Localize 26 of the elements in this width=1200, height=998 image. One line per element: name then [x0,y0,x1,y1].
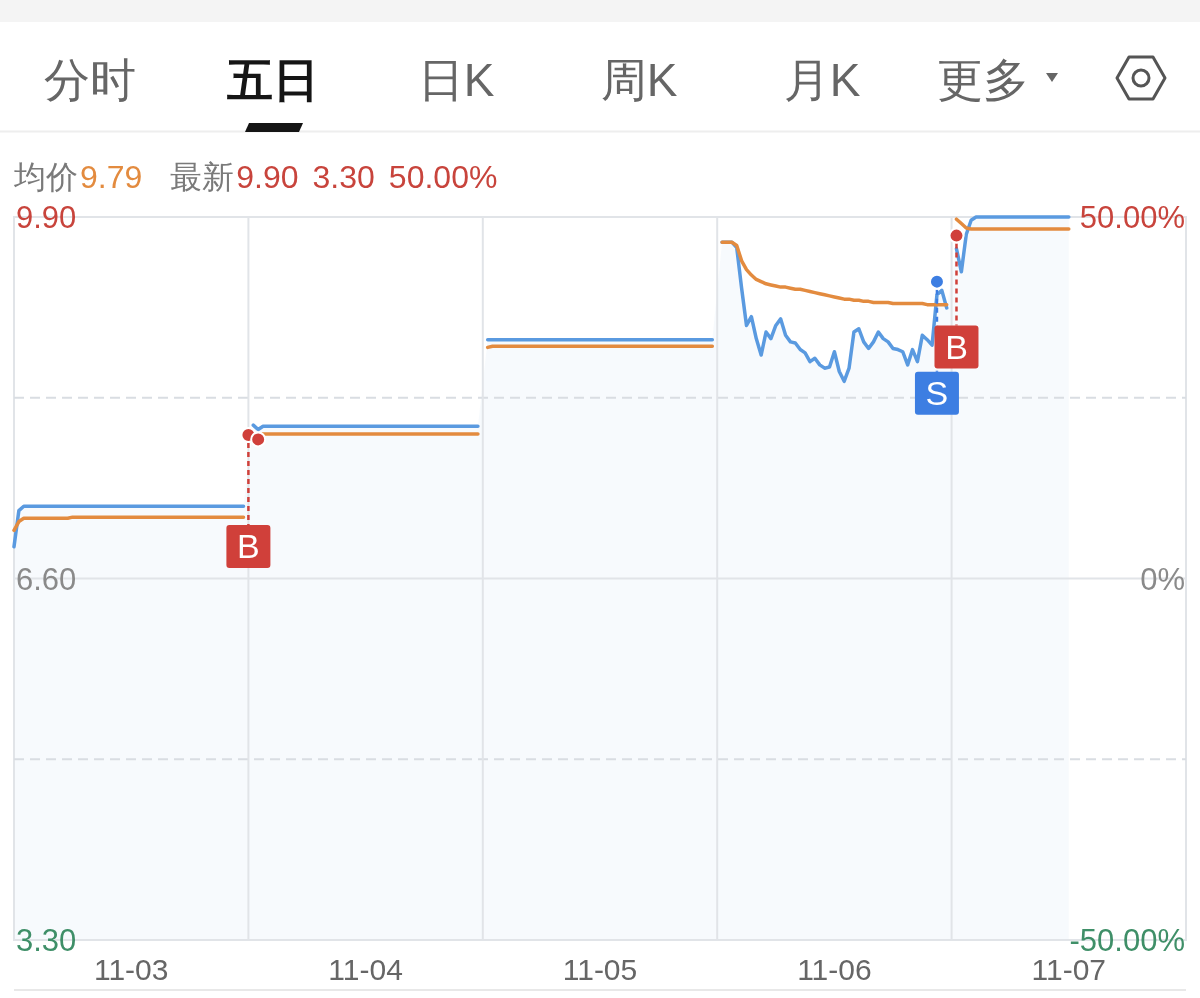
text: 最新 [170,159,235,195]
text: 日K [417,54,495,106]
text: 均价 [13,159,78,195]
y-tick-label: 6.60 [16,561,77,597]
x-tick-label: 11-05 [562,953,638,986]
annotation: B [237,527,260,565]
y-tick-label: 3.30 [16,923,77,958]
y-tick-label: 9.90 [16,200,77,235]
x-tick-label: 11-04 [328,953,403,986]
y2-tick-label: 0% [1140,561,1185,597]
text: 9.79 [80,159,143,195]
text: 周K [600,54,678,106]
annotation: B [945,327,968,366]
text: 月K [783,54,861,106]
text: 50.00% [388,159,498,195]
text: 五日 [227,54,319,106]
text: 更多 [937,54,1029,106]
y2-tick-label: 50.00% [1079,200,1185,235]
text: 9.90 [236,159,299,195]
x-tick-label: 11-03 [93,953,169,986]
annotation: S [925,373,949,412]
x-tick-label: 11-06 [797,953,872,986]
point [250,431,267,448]
point [948,227,965,244]
text: 分时 [44,54,136,106]
text: 3.30 [312,159,375,195]
